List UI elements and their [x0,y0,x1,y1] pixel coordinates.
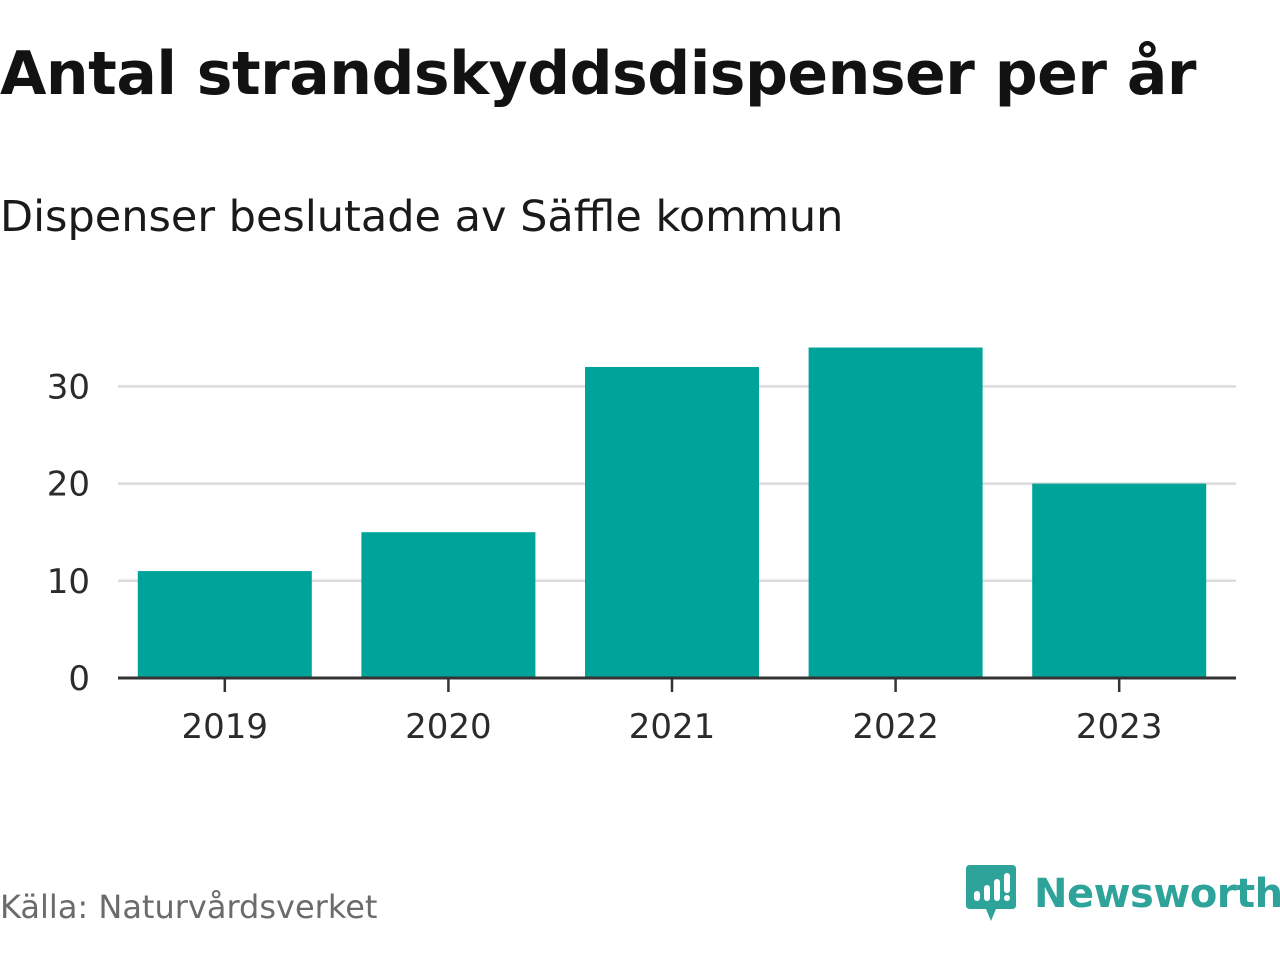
chart-subtitle: Dispenser beslutade av Säffle kommun [0,192,844,242]
brand-logo[interactable]: Newsworthy [966,864,1280,924]
bar [361,532,536,678]
bar [808,347,983,678]
source-note: Källa: Naturvårdsverket [0,888,378,926]
x-tick-label: 2020 [405,707,492,747]
y-tick-label: 10 [47,562,90,602]
bar [585,366,759,678]
newsworthy-logo-icon [966,865,1016,921]
x-tick-label: 2021 [629,707,716,747]
y-tick-label: 20 [47,465,90,505]
bar [1032,483,1207,678]
x-tick-label: 2022 [852,707,939,747]
bar [137,571,312,678]
bar-chart: 0 10 20 30 2019 2020 2021 2022 2023 [47,347,1236,747]
brand-name: Newsworthy [1034,871,1280,917]
y-tick-label: 30 [47,367,90,407]
x-tick-label: 2023 [1076,707,1163,747]
y-tick-label: 0 [68,659,90,699]
x-tick-label: 2019 [182,707,269,747]
chart-title: Antal strandskyddsdispenser per år [0,39,1196,109]
